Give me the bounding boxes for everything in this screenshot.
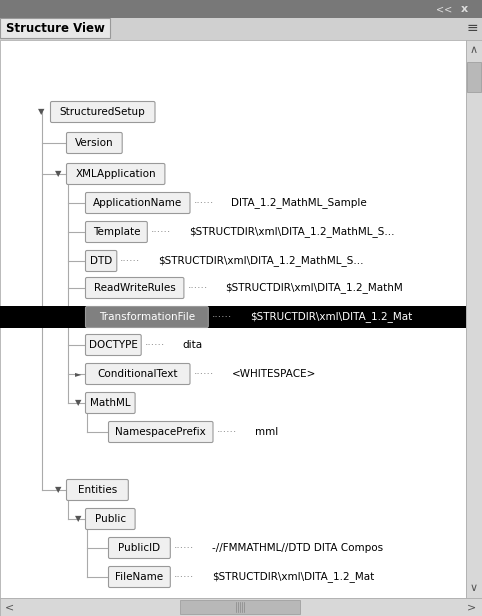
FancyBboxPatch shape — [108, 421, 213, 442]
Text: ······: ······ — [120, 256, 141, 266]
Text: Entities: Entities — [78, 485, 117, 495]
Bar — [466, 40, 482, 598]
Text: ······: ······ — [145, 340, 165, 350]
Text: <WHITESPACE>: <WHITESPACE> — [231, 369, 316, 379]
Text: $STRUCTDIR\xml\DITA_1.2_MathML_S...: $STRUCTDIR\xml\DITA_1.2_MathML_S... — [189, 227, 394, 237]
Text: XMLApplication: XMLApplication — [75, 169, 156, 179]
Text: <: < — [5, 602, 14, 612]
Text: <<: << — [436, 4, 452, 14]
FancyBboxPatch shape — [51, 102, 155, 123]
Bar — [0, 18, 482, 40]
FancyBboxPatch shape — [85, 508, 135, 530]
Bar — [467, 62, 481, 92]
Text: Template: Template — [93, 227, 140, 237]
Text: StructuredSetup: StructuredSetup — [60, 107, 146, 117]
Text: ConditionalText: ConditionalText — [97, 369, 178, 379]
Text: ······: ······ — [187, 283, 208, 293]
Bar — [0, 306, 466, 328]
FancyBboxPatch shape — [85, 192, 190, 214]
Text: ≡: ≡ — [466, 21, 478, 35]
Text: $STRUCTDIR\xml\DITA_1.2_MathML_S...: $STRUCTDIR\xml\DITA_1.2_MathML_S... — [158, 256, 364, 267]
FancyBboxPatch shape — [67, 163, 165, 185]
FancyBboxPatch shape — [108, 538, 170, 559]
Bar — [180, 600, 300, 614]
Text: mml: mml — [254, 427, 278, 437]
Text: ▼: ▼ — [55, 485, 61, 495]
Text: ∨: ∨ — [470, 583, 478, 593]
Text: ▼: ▼ — [75, 514, 81, 524]
Text: Version: Version — [75, 138, 114, 148]
Text: Public: Public — [95, 514, 126, 524]
Text: DOCTYPE: DOCTYPE — [89, 340, 138, 350]
Text: ReadWriteRules: ReadWriteRules — [94, 283, 175, 293]
FancyBboxPatch shape — [85, 277, 184, 299]
FancyBboxPatch shape — [108, 567, 170, 588]
Bar — [0, 18, 110, 38]
Text: ▼: ▼ — [75, 399, 81, 408]
Text: ······: ······ — [151, 227, 171, 237]
Text: ······: ······ — [174, 572, 194, 582]
Text: ▼: ▼ — [38, 108, 44, 116]
FancyBboxPatch shape — [85, 392, 135, 413]
Bar — [0, 598, 482, 616]
Text: DITA_1.2_MathML_Sample: DITA_1.2_MathML_Sample — [231, 198, 367, 208]
Text: ······: ······ — [174, 543, 194, 553]
Text: MathML: MathML — [90, 398, 131, 408]
Text: dita: dita — [183, 340, 203, 350]
Text: x: x — [460, 4, 468, 14]
Text: DTD: DTD — [90, 256, 112, 266]
Text: TransformationFile: TransformationFile — [99, 312, 195, 322]
Text: ······: ······ — [193, 198, 214, 208]
Text: ······: ······ — [212, 312, 232, 322]
Text: $STRUCTDIR\xml\DITA_1.2_Mat: $STRUCTDIR\xml\DITA_1.2_Mat — [212, 572, 374, 583]
Text: $STRUCTDIR\xml\DITA_1.2_MathM: $STRUCTDIR\xml\DITA_1.2_MathM — [226, 283, 403, 293]
Text: ······: ······ — [216, 427, 237, 437]
FancyBboxPatch shape — [67, 479, 128, 500]
Text: ►: ► — [75, 370, 81, 378]
Text: >: > — [468, 602, 477, 612]
Bar — [0, 0, 482, 18]
FancyBboxPatch shape — [85, 251, 117, 272]
FancyBboxPatch shape — [85, 363, 190, 384]
Text: ApplicationName: ApplicationName — [93, 198, 182, 208]
FancyBboxPatch shape — [67, 132, 122, 153]
FancyBboxPatch shape — [85, 222, 147, 243]
Text: Structure View: Structure View — [6, 22, 105, 34]
Text: FileName: FileName — [115, 572, 163, 582]
Text: ∧: ∧ — [470, 45, 478, 55]
Text: $STRUCTDIR\xml\DITA_1.2_Mat: $STRUCTDIR\xml\DITA_1.2_Mat — [250, 312, 412, 322]
Text: ······: ······ — [193, 369, 214, 379]
FancyBboxPatch shape — [85, 334, 141, 355]
Text: PublicID: PublicID — [119, 543, 161, 553]
Text: ▼: ▼ — [55, 169, 61, 179]
Text: -//FMMATHML//DTD DITA Compos: -//FMMATHML//DTD DITA Compos — [212, 543, 383, 553]
Text: NamespacePrefix: NamespacePrefix — [115, 427, 206, 437]
FancyBboxPatch shape — [85, 307, 208, 328]
